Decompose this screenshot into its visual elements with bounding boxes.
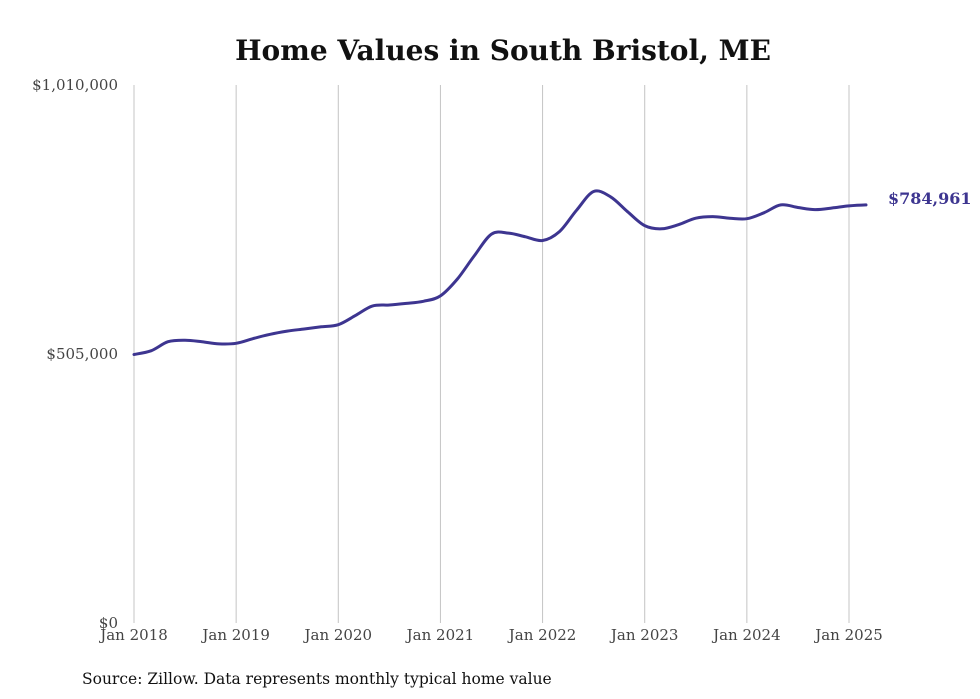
y-tick-label: $0 (99, 614, 118, 632)
end-value-label: $784,961 (888, 189, 972, 208)
y-tick-label: $1,010,000 (32, 76, 118, 94)
x-tick-label: Jan 2019 (200, 626, 270, 644)
x-tick-label: Jan 2025 (813, 626, 883, 644)
series-line (132, 189, 868, 356)
x-axis-ticks: Jan 2018 Jan 2019 Jan 2020 Jan 2021 Jan 2022… (98, 626, 883, 644)
x-tick-label: Jan 2020 (303, 626, 373, 644)
x-tick-label: Jan 2018 (98, 626, 168, 644)
y-axis-ticks: $0 $505,000 $1,010,000 (32, 76, 118, 632)
x-tick-label: Jan 2021 (405, 626, 475, 644)
x-tick-label: Jan 2024 (711, 626, 781, 644)
source-note: Source: Zillow. Data represents monthly … (82, 670, 552, 688)
y-tick-label: $505,000 (46, 345, 118, 363)
x-tick-label: Jan 2022 (507, 626, 577, 644)
chart-title: Home Values in South Bristol, ME (235, 34, 771, 67)
grid-lines (133, 85, 850, 623)
x-tick-label: Jan 2023 (609, 626, 679, 644)
